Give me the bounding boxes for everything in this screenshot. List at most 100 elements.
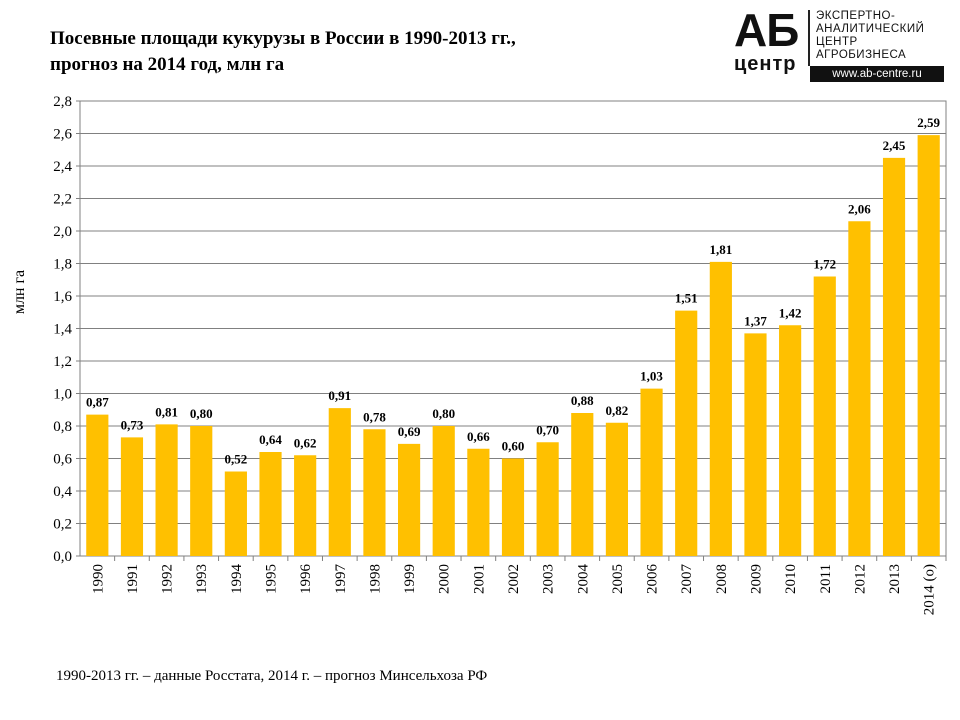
y-axis-label: млн га: [11, 270, 28, 314]
x-tick-label: 2010: [783, 564, 799, 594]
bar: [605, 422, 629, 556]
x-tick-label: 1998: [367, 564, 383, 594]
y-tick-label: 0,0: [53, 549, 72, 565]
bar: [813, 276, 836, 556]
bar: [259, 452, 282, 556]
bar-value-label: 0,60: [502, 439, 525, 454]
bar: [882, 157, 906, 556]
x-tick-label: 2008: [714, 564, 730, 594]
bar: [675, 310, 698, 556]
bar-value-label: 0,80: [190, 406, 213, 421]
y-tick-label: 2,0: [53, 224, 72, 240]
logo-separator: [808, 10, 810, 66]
bar-value-label: 0,87: [86, 395, 109, 410]
bar-value-label: 0,62: [294, 435, 317, 450]
x-tick-label: 1997: [333, 564, 349, 595]
bar: [848, 221, 871, 556]
bar-value-label: 0,52: [225, 452, 248, 467]
x-tick-label: 1991: [125, 564, 141, 594]
bar-value-label: 1,42: [779, 305, 802, 320]
bar: [190, 426, 213, 556]
y-tick-label: 1,8: [53, 257, 72, 273]
bar: [571, 413, 594, 556]
logo-ab-text: АБ: [734, 4, 799, 56]
bar-value-label: 0,91: [328, 388, 351, 403]
x-tick-label: 2011: [818, 564, 834, 593]
bar-value-label: 0,88: [571, 393, 594, 408]
logo-caption-line: ЭКСПЕРТНО-: [816, 10, 896, 22]
x-tick-label: 1990: [90, 564, 106, 594]
x-tick-label: 2001: [471, 564, 487, 594]
ab-centre-logo: АБ центр ЭКСПЕРТНО- АНАЛИТИЧЕСКИЙ ЦЕНТР …: [728, 4, 948, 84]
logo-caption: ЭКСПЕРТНО- АНАЛИТИЧЕСКИЙ ЦЕНТР АГРОБИЗНЕ…: [816, 10, 924, 62]
bar-value-label: 0,66: [467, 429, 490, 444]
bar: [86, 414, 109, 556]
bar: [224, 471, 247, 556]
y-tick-label: 0,2: [53, 517, 72, 533]
y-tick-label: 2,2: [53, 192, 72, 208]
x-tick-label: 2009: [748, 564, 764, 594]
bar: [501, 458, 525, 556]
y-tick-label: 0,4: [53, 484, 72, 500]
y-tick-label: 0,6: [53, 452, 72, 468]
bar: [120, 437, 144, 556]
x-tick-label: 2006: [645, 564, 661, 595]
x-tick-label: 2014 (о): [922, 564, 938, 615]
y-tick-label: 1,0: [53, 387, 72, 403]
bar-value-label: 2,06: [848, 201, 871, 216]
x-tick-label: 1992: [160, 564, 176, 594]
y-tick-label: 0,8: [53, 419, 72, 435]
bar-value-label: 1,37: [744, 313, 767, 328]
bar-value-label: 0,64: [259, 432, 282, 447]
bar-value-label: 0,81: [155, 404, 178, 419]
bar: [328, 408, 351, 556]
bar: [779, 325, 802, 556]
bar: [709, 261, 732, 556]
bar-value-label: 1,72: [813, 257, 836, 272]
y-tick-label: 2,6: [53, 127, 72, 143]
x-tick-label: 2012: [852, 564, 868, 594]
logo-caption-line: АНАЛИТИЧЕСКИЙ: [816, 23, 925, 35]
bar-value-label: 0,70: [536, 422, 559, 437]
chart-title-line2: прогноз на 2014 год, млн га: [50, 54, 285, 75]
bar: [397, 443, 421, 556]
logo-caption-line: АГРОБИЗНЕСА: [816, 49, 907, 61]
x-tick-label: 2002: [506, 564, 522, 594]
bar-value-label: 2,59: [917, 115, 940, 130]
source-footnote: 1990-2013 гг. – данные Росстата, 2014 г.…: [56, 668, 488, 684]
x-tick-label: 2007: [679, 564, 695, 595]
bar: [467, 448, 490, 556]
x-tick-label: 2003: [541, 564, 557, 594]
x-tick-label: 2004: [575, 564, 591, 595]
bar-value-label: 1,03: [640, 369, 663, 384]
bar: [640, 388, 663, 556]
y-tick-label: 2,4: [53, 159, 72, 175]
x-tick-label: 1996: [298, 564, 314, 595]
bar-value-label: 0,80: [432, 406, 455, 421]
bar: [363, 429, 386, 556]
bar-value-label: 2,45: [883, 138, 906, 153]
x-tick-label: 2005: [610, 564, 626, 594]
x-tick-label: 2013: [887, 564, 903, 594]
bar: [744, 333, 767, 556]
y-tick-label: 2,8: [53, 94, 72, 110]
x-tick-label: 2000: [437, 564, 453, 594]
logo-url: www.ab-centre.ru: [810, 66, 944, 82]
bar-value-label: 0,82: [606, 403, 629, 418]
y-tick-label: 1,6: [53, 289, 72, 305]
bar: [155, 424, 178, 556]
logo-caption-line: ЦЕНТР: [816, 36, 858, 48]
bar: [432, 426, 455, 556]
bar-value-label: 1,81: [709, 242, 732, 257]
bar: [294, 455, 317, 556]
y-tick-label: 1,2: [53, 354, 72, 370]
x-tick-label: 1995: [264, 564, 280, 594]
bar-value-label: 0,73: [121, 417, 144, 432]
bar-value-label: 0,69: [398, 424, 421, 439]
y-tick-label: 1,4: [53, 322, 72, 338]
x-tick-label: 1999: [402, 564, 418, 594]
chart-title-line1: Посевные площади кукурузы в России в 199…: [50, 28, 516, 49]
bar-value-label: 1,51: [675, 291, 698, 306]
bar: [536, 442, 559, 556]
bar-value-label: 0,78: [363, 409, 386, 424]
